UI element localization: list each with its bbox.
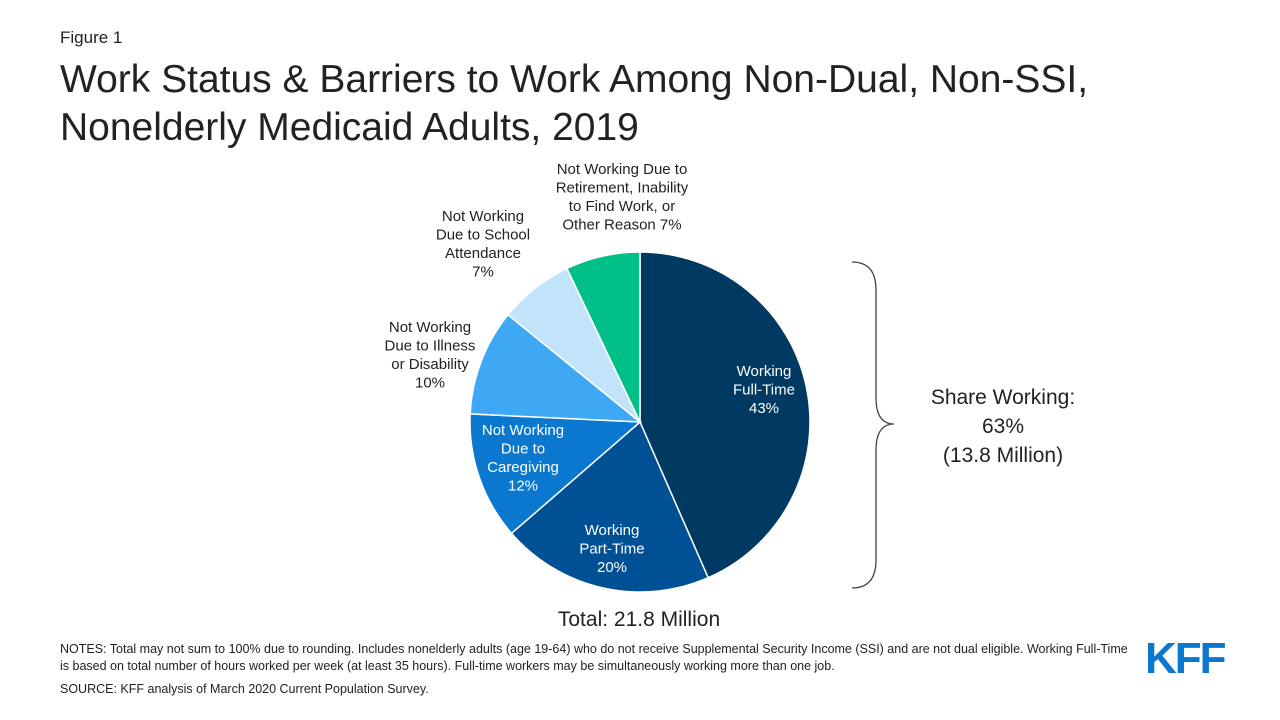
- pie-slice-2: [510, 420, 710, 593]
- chart-title-line-2: Nonelderly Medicaid Adults, 2019: [60, 106, 639, 149]
- kff-logo: KFF: [1145, 634, 1227, 683]
- chart-title-line-1: Work Status & Barriers to Work Among Non…: [60, 58, 1089, 101]
- slice-label-1: Working Full-Time 43%: [733, 363, 795, 417]
- share-working-annotation: Share Working: 63% (13.8 Million): [931, 386, 1075, 467]
- pie-slice-1: [639, 251, 811, 579]
- figure-label: Figure 1: [60, 28, 123, 47]
- total-label: Total: 21.8 Million: [558, 608, 720, 631]
- slice-label-6: Not Working Due to Retirement, Inability t…: [556, 161, 689, 234]
- slice-label-2: Working Part-Time 20%: [579, 522, 644, 576]
- pie-slice-4: [469, 313, 643, 423]
- pie-slice-6: [565, 251, 641, 423]
- slice-label-4: Not Working Due to Illness or Disability 10…: [385, 319, 476, 392]
- slice-label-3: Not Working Due to Caregiving 12%: [482, 422, 564, 495]
- share-working-brace: [851, 261, 895, 589]
- slice-label-5: Not Working Due to School Attendance 7%: [436, 208, 530, 281]
- chart-title: Work Status & Barriers to Work Among Non…: [60, 56, 1220, 152]
- source-text: SOURCE: KFF analysis of March 2020 Curre…: [60, 682, 429, 696]
- pie-slice-3: [469, 413, 642, 535]
- notes-text: NOTES: Total may not sum to 100% due to …: [60, 642, 1128, 673]
